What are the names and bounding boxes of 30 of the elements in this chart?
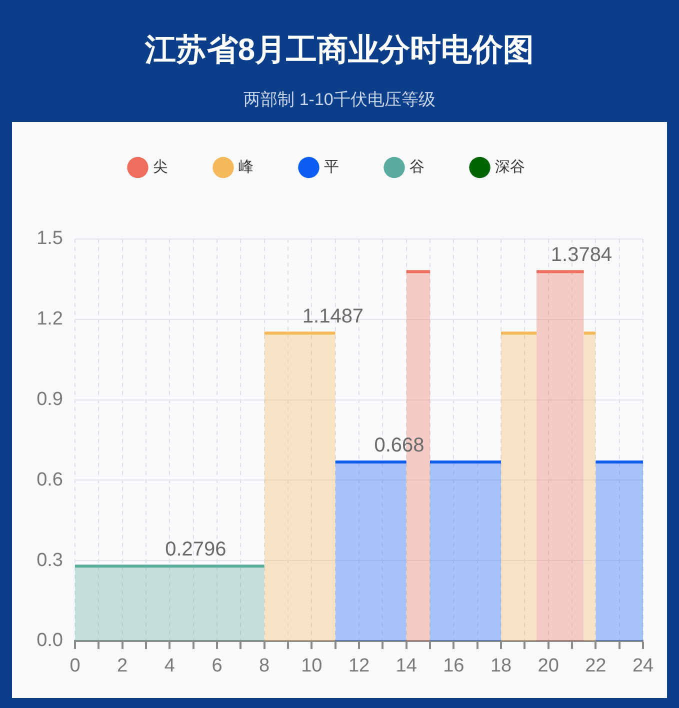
x-tick-label: 16 (443, 656, 464, 677)
y-tick-label: 1.5 (36, 228, 63, 250)
x-tick-label: 22 (585, 656, 606, 677)
y-tick-label: 0.0 (36, 630, 63, 652)
x-tick-label: 12 (348, 656, 370, 677)
legend-label: 尖 (152, 158, 168, 176)
x-tick-label: 24 (632, 656, 654, 677)
legend-label: 峰 (238, 158, 254, 176)
x-tick-label: 10 (301, 656, 322, 677)
legend-label: 深谷 (494, 158, 525, 176)
y-tick-label: 0.6 (36, 469, 63, 490)
y-tick-label: 0.9 (36, 389, 63, 410)
y-tick-label: 1.2 (36, 308, 63, 330)
chart-title: 江苏省8月工商业分时电价图 (144, 31, 536, 69)
annotation: 1.1487 (302, 306, 364, 328)
annotation: 0.2796 (165, 538, 226, 561)
x-tick-label: 18 (490, 656, 512, 677)
annotation: 1.3784 (550, 244, 612, 266)
x-tick-label: 14 (396, 656, 418, 677)
x-tick-label: 8 (259, 656, 270, 677)
y-tick-label: 0.3 (36, 550, 63, 571)
x-tick-label: 6 (212, 656, 222, 677)
x-tick-label: 2 (117, 656, 128, 677)
x-tick-label: 0 (70, 656, 80, 677)
x-tick-label: 20 (538, 656, 559, 677)
annotation: 0.668 (374, 434, 424, 456)
legend-label: 谷 (409, 158, 424, 176)
x-tick-label: 4 (164, 656, 176, 677)
legend-label: 平 (324, 158, 339, 176)
chart-subtitle: 两部制 1-10千伏电压等级 (242, 89, 436, 111)
